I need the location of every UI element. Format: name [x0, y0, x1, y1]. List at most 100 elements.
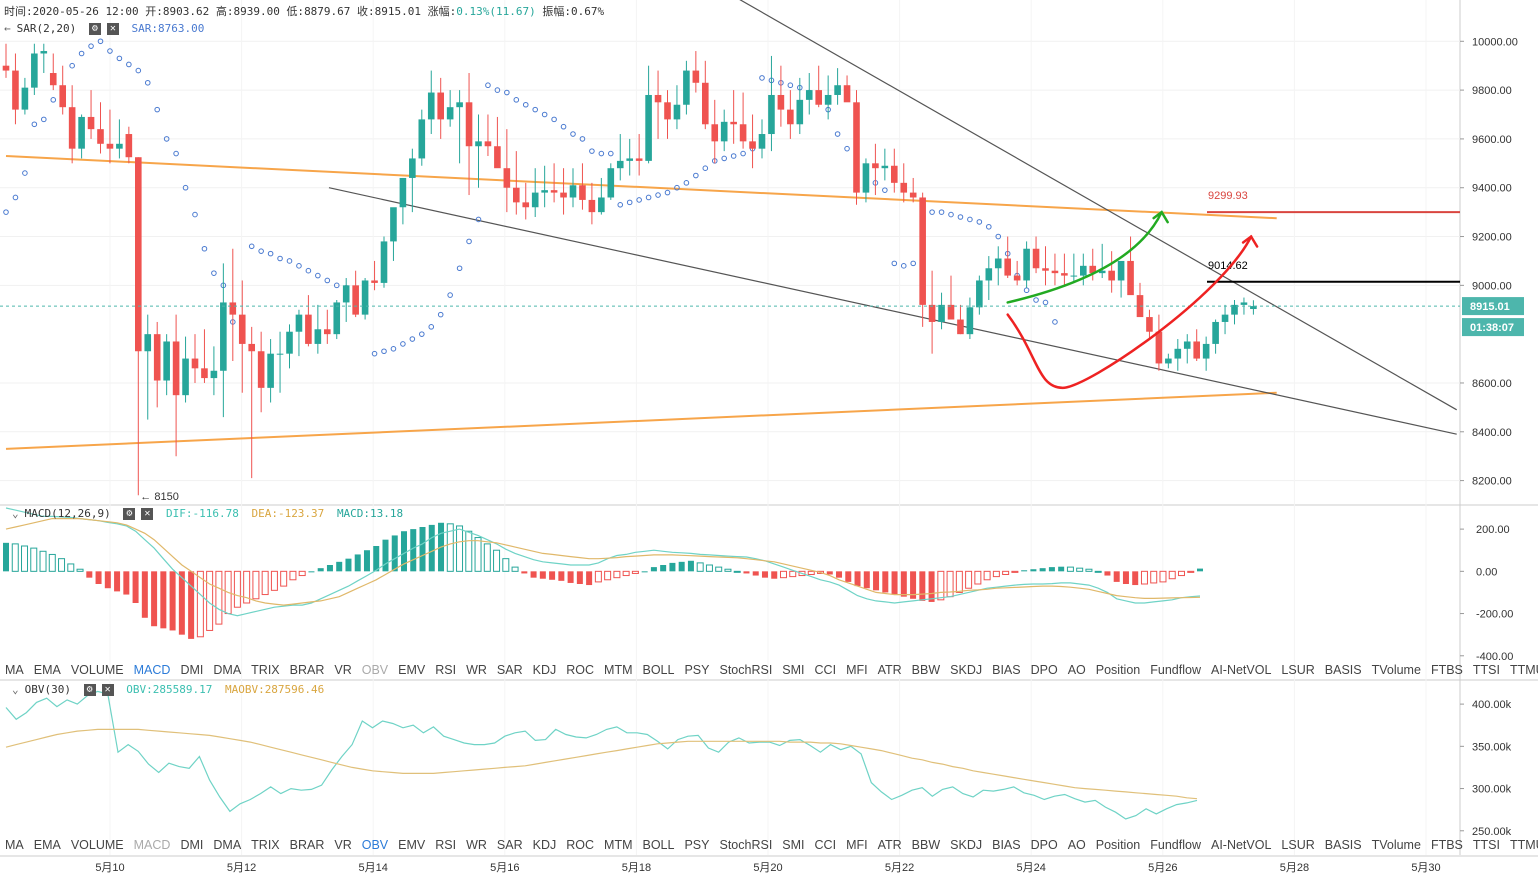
chevron-down-icon[interactable]: ⌄	[12, 507, 19, 520]
tab-rsi[interactable]: RSI	[435, 838, 457, 852]
candle-up	[1183, 341, 1191, 349]
change-label: 涨幅:	[427, 5, 457, 18]
tab-dma[interactable]: DMA	[213, 838, 242, 852]
tab-wr[interactable]: WR	[466, 663, 487, 677]
tab-dpo[interactable]: DPO	[1030, 838, 1058, 852]
tab-basis[interactable]: BASIS	[1324, 838, 1362, 852]
chevron-down-icon[interactable]: ⌄	[12, 683, 19, 696]
tab-ttsi[interactable]: TTSI	[1472, 663, 1500, 677]
tab-ma[interactable]: MA	[5, 663, 24, 677]
close-icon[interactable]: ✕	[106, 23, 119, 35]
tab-trix[interactable]: TRIX	[251, 663, 280, 677]
tab-smi[interactable]: SMI	[782, 838, 805, 852]
tab-obv[interactable]: OBV	[361, 838, 389, 852]
tab-smi[interactable]: SMI	[782, 663, 805, 677]
tab-emv[interactable]: EMV	[398, 663, 426, 677]
tab-tvolume[interactable]: TVolume	[1371, 838, 1421, 852]
tab-lsur[interactable]: LSUR	[1281, 838, 1315, 852]
tab-dmi[interactable]: DMI	[180, 838, 204, 852]
tab-position[interactable]: Position	[1095, 838, 1141, 852]
tab-cci[interactable]: CCI	[814, 663, 837, 677]
gear-icon[interactable]: ⚙	[83, 684, 96, 696]
tab-ao[interactable]: AO	[1067, 663, 1086, 677]
macd-histogram-bar	[410, 529, 417, 572]
tab-ao[interactable]: AO	[1067, 838, 1086, 852]
tab-ma[interactable]: MA	[5, 838, 24, 852]
tab-vr[interactable]: VR	[334, 838, 352, 852]
tab-obv[interactable]: OBV	[361, 663, 389, 677]
tab-trix[interactable]: TRIX	[251, 838, 280, 852]
tab-stochrsi[interactable]: StochRSI	[719, 838, 773, 852]
tab-ema[interactable]: EMA	[33, 838, 61, 852]
tab-ai-netvol[interactable]: AI-NetVOL	[1210, 663, 1272, 677]
close-icon[interactable]: ✕	[141, 508, 154, 520]
low-value: 8879.67	[304, 5, 351, 18]
tab-psy[interactable]: PSY	[684, 663, 710, 677]
gear-icon[interactable]: ⚙	[123, 508, 136, 520]
sar-dot	[1023, 287, 1030, 294]
gear-icon[interactable]: ⚙	[88, 23, 101, 35]
tab-ai-netvol[interactable]: AI-NetVOL	[1210, 838, 1272, 852]
collapse-chevron-icon[interactable]: ←	[4, 22, 11, 35]
macd-histogram-bar	[39, 550, 47, 572]
tab-volume[interactable]: VOLUME	[70, 663, 124, 677]
tab-bbw[interactable]: BBW	[911, 838, 941, 852]
tab-vr[interactable]: VR	[334, 663, 352, 677]
tab-kdj[interactable]: KDJ	[532, 663, 557, 677]
tab-mtm[interactable]: MTM	[604, 838, 633, 852]
tab-macd[interactable]: MACD	[133, 838, 171, 852]
tab-roc[interactable]: ROC	[566, 838, 595, 852]
tab-emv[interactable]: EMV	[398, 838, 426, 852]
tab-position[interactable]: Position	[1095, 663, 1141, 677]
tab-dmi[interactable]: DMI	[180, 663, 204, 677]
macd-histogram-bar	[3, 542, 9, 572]
tab-basis[interactable]: BASIS	[1324, 663, 1362, 677]
tab-cci[interactable]: CCI	[814, 838, 837, 852]
tab-sar[interactable]: SAR	[496, 663, 523, 677]
tab-mfi[interactable]: MFI	[846, 663, 868, 677]
tab-boll[interactable]: BOLL	[642, 838, 675, 852]
tab-macd[interactable]: MACD	[133, 663, 171, 677]
tab-ftbs[interactable]: FTBS	[1430, 663, 1463, 677]
tab-ttsi[interactable]: TTSI	[1472, 838, 1500, 852]
sar-dot	[740, 150, 746, 157]
sar-dot	[447, 292, 453, 298]
macd-histogram-bar	[1030, 569, 1037, 572]
tab-psy[interactable]: PSY	[684, 838, 710, 852]
tab-dpo[interactable]: DPO	[1030, 663, 1058, 677]
tab-atr[interactable]: ATR	[877, 838, 902, 852]
tab-ema[interactable]: EMA	[33, 663, 61, 677]
tab-mtm[interactable]: MTM	[604, 663, 633, 677]
tab-ftbs[interactable]: FTBS	[1430, 838, 1463, 852]
macd-histogram-bar	[1002, 570, 1010, 575]
tab-brar[interactable]: BRAR	[289, 663, 325, 677]
tab-bbw[interactable]: BBW	[911, 663, 941, 677]
tab-ttmu[interactable]: TTMU	[1509, 663, 1538, 677]
tab-roc[interactable]: ROC	[566, 663, 595, 677]
close-icon[interactable]: ✕	[101, 684, 114, 696]
tab-kdj[interactable]: KDJ	[532, 838, 557, 852]
tab-bias[interactable]: BIAS	[992, 838, 1021, 852]
macd-histogram-bar	[622, 570, 630, 577]
tab-skdj[interactable]: SKDJ	[950, 838, 983, 852]
tab-tvolume[interactable]: TVolume	[1371, 663, 1421, 677]
tab-lsur[interactable]: LSUR	[1281, 663, 1315, 677]
tab-atr[interactable]: ATR	[877, 663, 902, 677]
tab-rsi[interactable]: RSI	[435, 663, 457, 677]
tab-volume[interactable]: VOLUME	[70, 838, 124, 852]
tab-fundflow[interactable]: Fundflow	[1150, 838, 1201, 852]
tab-dma[interactable]: DMA	[213, 663, 242, 677]
tab-sar[interactable]: SAR	[496, 838, 523, 852]
macd-histogram-bar	[354, 554, 361, 572]
tab-mfi[interactable]: MFI	[846, 838, 868, 852]
tab-ttmu[interactable]: TTMU	[1509, 838, 1538, 852]
macd-histogram-bar	[373, 546, 380, 572]
macd-histogram-bar	[280, 570, 288, 587]
tab-wr[interactable]: WR	[466, 838, 487, 852]
tab-fundflow[interactable]: Fundflow	[1150, 663, 1201, 677]
tab-stochrsi[interactable]: StochRSI	[719, 663, 773, 677]
tab-brar[interactable]: BRAR	[289, 838, 325, 852]
tab-bias[interactable]: BIAS	[992, 663, 1021, 677]
tab-skdj[interactable]: SKDJ	[950, 663, 983, 677]
tab-boll[interactable]: BOLL	[642, 663, 675, 677]
